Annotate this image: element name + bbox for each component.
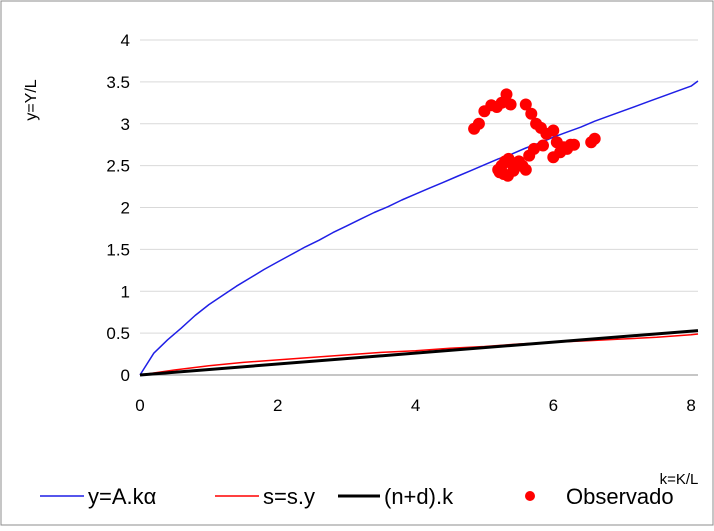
y-tick-label: 0	[121, 366, 130, 385]
y-tick-label: 2.5	[106, 157, 130, 176]
legend-label-2: (n+d).k	[384, 484, 454, 509]
observed-point	[507, 164, 520, 177]
observed-point	[537, 139, 549, 152]
observed-point	[525, 107, 538, 120]
y-tick-label: 0.5	[106, 324, 130, 343]
y-tick-label: 1.5	[106, 240, 130, 259]
x-tick-label: 0	[135, 396, 144, 415]
observed-point	[519, 98, 532, 111]
observed-point	[588, 132, 601, 145]
observed-point	[547, 124, 560, 137]
grid-layer	[140, 39, 698, 334]
x-tick-label: 2	[273, 396, 282, 415]
series-line-1	[139, 333, 699, 376]
legend-swatch-3	[525, 491, 535, 501]
y-tick-label: 4	[121, 31, 130, 50]
y-axis-title: y=Y/L	[23, 79, 40, 120]
observed-point	[519, 163, 532, 176]
series-line-2	[139, 329, 699, 377]
y-tick-label: 3.5	[106, 73, 130, 92]
x-tick-label: 4	[411, 396, 420, 415]
observed-point	[528, 142, 540, 155]
y-tick-label: 2	[121, 199, 130, 218]
legend-label-1: s=s.y	[263, 484, 315, 509]
observed-point	[568, 138, 580, 151]
series-layer	[139, 80, 699, 377]
x-tick-label: 6	[549, 396, 558, 415]
legend-label-0: y=A.kα	[88, 484, 157, 509]
legend-label-3: Observado	[566, 484, 674, 509]
x-axis-title: k=K/L	[660, 471, 699, 488]
observed-point	[500, 88, 513, 101]
legend: y=A.kα s=s.y (n+d).k Observado	[40, 484, 674, 509]
y-tick-label: 1	[121, 282, 130, 301]
axis-layer: 0 0.5 1 1.5 2 2.5 3 3.5 4 0 2 4 6 8	[106, 31, 698, 415]
series-line-0	[139, 80, 699, 376]
x-tick-label: 8	[686, 396, 695, 415]
observed-point	[472, 117, 485, 130]
y-tick-label: 3	[121, 115, 130, 134]
observed-point	[504, 98, 517, 111]
